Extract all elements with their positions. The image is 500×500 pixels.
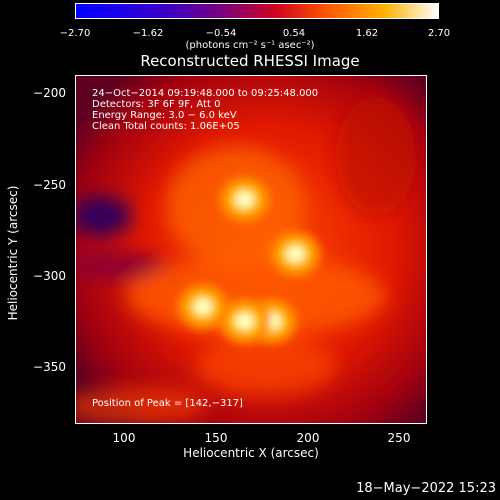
colorbar-units: (photons cm⁻² s⁻¹ asec⁻²)	[185, 40, 315, 51]
x-tick: 100	[112, 431, 136, 445]
annotation-detectors: Detectors: 3F 6F 9F, Att 0	[92, 99, 221, 110]
y-tick: −200	[33, 86, 66, 100]
colorbar-tick: −1.62	[132, 28, 164, 39]
x-axis-label: Heliocentric X (arcsec)	[183, 446, 319, 460]
source-blob	[286, 245, 305, 263]
heatmap-image	[76, 76, 426, 423]
x-tick: 150	[204, 431, 228, 445]
y-tick: −350	[33, 360, 66, 374]
source-blob	[193, 298, 212, 315]
source-blob	[235, 191, 254, 208]
colorbar-tick: 0.54	[282, 28, 306, 39]
annotation-time: 24−Oct−2014 09:19:48.000 to 09:25:48.000	[92, 88, 319, 99]
annotation-peak: Position of Peak = [142,−317]	[92, 398, 243, 409]
y-tick: −250	[33, 178, 66, 192]
source-blob	[235, 313, 254, 330]
annotation-algorithm: Clean Total counts: 1.06E+05	[92, 121, 240, 132]
timestamp: 18−May−2022 15:23	[356, 481, 496, 496]
colorbar-tick: 1.62	[355, 28, 379, 39]
x-tick: 250	[387, 431, 411, 445]
colorbar-tick: −0.54	[205, 28, 237, 39]
image-plot: 24−Oct−2014 09:19:48.000 to 09:25:48.000…	[75, 75, 427, 424]
colorbar-tick: −2.70	[59, 28, 91, 39]
x-tick: 200	[296, 431, 320, 445]
y-tick: −300	[33, 269, 66, 283]
colorbar	[75, 3, 439, 19]
y-axis-label: Heliocentric Y (arcsec)	[6, 185, 20, 321]
chart-title: Reconstructed RHESSI Image	[140, 52, 360, 70]
colorbar-tick: 2.70	[427, 28, 451, 39]
annotation-energy: Energy Range: 3.0 − 6.0 keV	[92, 110, 237, 121]
